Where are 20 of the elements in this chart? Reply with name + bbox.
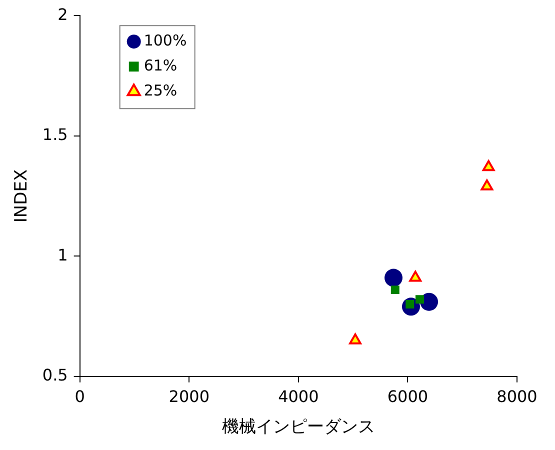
x-tick-label: 4000: [278, 387, 319, 406]
legend-label: 61%: [144, 56, 178, 74]
point: [390, 286, 400, 294]
x-tick-label: 8000: [496, 387, 538, 406]
x-axis-title: 機械インピーダンス: [222, 417, 375, 438]
y-axis-title: INDEX: [12, 169, 32, 223]
point: [415, 295, 424, 304]
x-tick-label: 6000: [387, 387, 428, 406]
point: [480, 179, 494, 190]
y-tick-label: 0.5: [42, 366, 68, 385]
y-tick-label: 1: [58, 245, 68, 264]
legend-label: 25%: [144, 81, 178, 100]
legend-label: 100%: [144, 31, 187, 50]
y-tick-label: 2: [58, 4, 68, 24]
point: [384, 268, 403, 287]
y-tick-label: 1.5: [42, 125, 68, 144]
x-tick-label: 2000: [168, 387, 210, 406]
point: [482, 160, 495, 172]
x-tick-label: 0: [74, 387, 85, 406]
point: [409, 270, 422, 282]
